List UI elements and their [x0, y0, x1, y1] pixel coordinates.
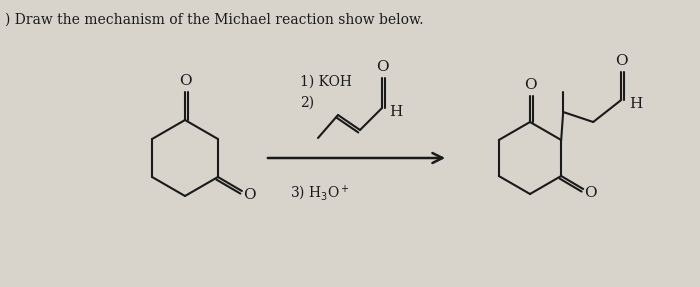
Text: O: O: [244, 188, 256, 202]
Text: O: O: [376, 60, 389, 74]
Text: O: O: [615, 54, 627, 68]
Text: 3) H$_3$O$^+$: 3) H$_3$O$^+$: [290, 183, 350, 201]
Text: H: H: [389, 105, 402, 119]
Text: 1) KOH: 1) KOH: [300, 75, 352, 89]
Text: O: O: [524, 78, 536, 92]
Text: ) Draw the mechanism of the Michael reaction show below.: ) Draw the mechanism of the Michael reac…: [5, 13, 423, 27]
Text: O: O: [584, 186, 596, 200]
Text: H: H: [629, 97, 643, 111]
Text: O: O: [178, 74, 191, 88]
Text: 2): 2): [300, 96, 314, 110]
